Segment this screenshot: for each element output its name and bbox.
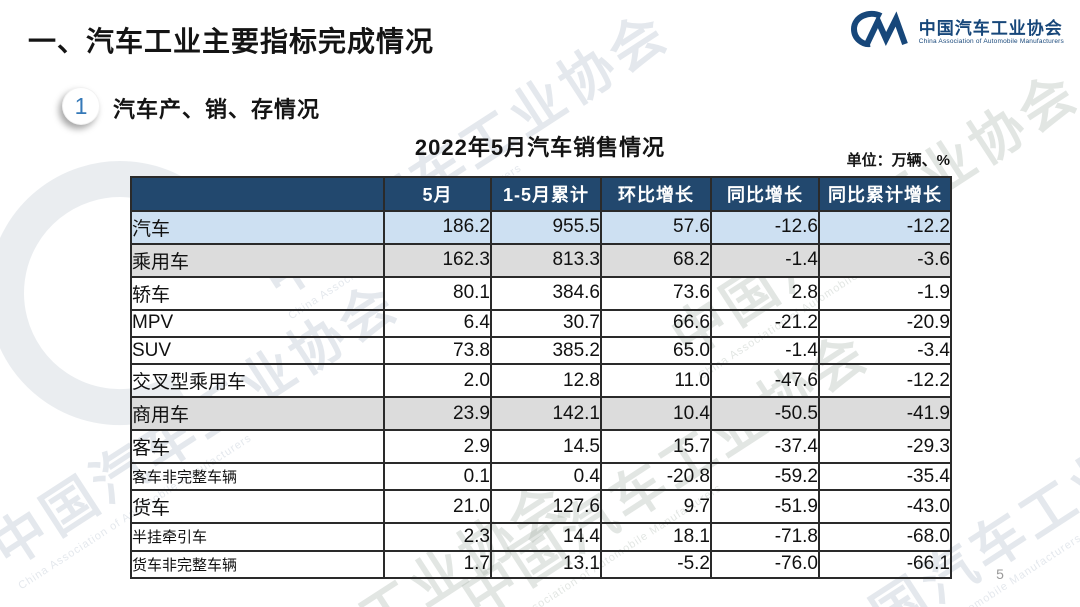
column-header-yoy-cumulative-growth: 同比累计增长 [818,176,952,212]
table-row: 交叉型乘用车 2.0 12.8 11.0 -47.6 -12.2 [130,363,952,399]
column-header-label [130,176,385,212]
sales-table: 5月 1-5月累计 环比增长 同比增长 同比累计增长 汽车 186.2 955.… [130,176,952,580]
page-title: 一、汽车工业主要指标完成情况 [28,26,435,57]
table-row: 货车 21.0 127.6 9.7 -51.9 -43.0 [130,489,952,525]
table-row: SUV 73.8 385.2 65.0 -1.4 -3.4 [130,336,952,366]
table-row: 客车非完整车辆 0.1 0.4 -20.8 -59.2 -35.4 [130,462,952,492]
unit-note: 单位：万辆、% [846,152,950,169]
table-row: 商用车 23.9 142.1 10.4 -50.5 -41.9 [130,396,952,432]
table-row: 乘用车 162.3 813.3 68.2 -1.4 -3.6 [130,242,952,278]
caam-logo: 中国汽车工业协会 China Association of Automobile… [845,8,1064,57]
section-title: 汽车产、销、存情况 [113,97,321,122]
section-number-badge: 1 [62,87,100,125]
table-title: 2022年5月汽车销售情况 [414,135,666,160]
caam-logo-text: 中国汽车工业协会 China Association of Automobile… [918,18,1064,46]
caam-logo-name-en: China Association of Automobile Manufact… [918,38,1064,46]
caam-logo-icon [845,8,911,57]
column-header-yoy-growth: 同比增长 [710,176,820,212]
table-row: MPV 6.4 30.7 66.6 -21.2 -20.9 [130,308,952,339]
table-row: 汽车 186.2 955.5 57.6 -12.6 -12.2 [130,210,952,245]
column-header-mom-growth: 环比增长 [600,176,712,212]
table-row: 客车 2.9 14.5 15.7 -37.4 -29.3 [130,429,952,465]
table-row: 半挂牵引车 2.3 14.4 18.1 -71.8 -68.0 [130,522,952,552]
table-header-row: 5月 1-5月累计 环比增长 同比增长 同比累计增长 [130,176,952,212]
caam-logo-name-cn: 中国汽车工业协会 [918,18,1063,38]
table-row: 轿车 80.1 384.6 73.6 2.8 -1.9 [130,275,952,311]
column-header-cumulative: 1-5月累计 [490,176,602,212]
column-header-may: 5月 [383,176,492,212]
page-number: 5 [996,566,1004,582]
table-row: 货车非完整车辆 1.7 13.1 -5.2 -76.0 -66.1 [130,549,952,580]
